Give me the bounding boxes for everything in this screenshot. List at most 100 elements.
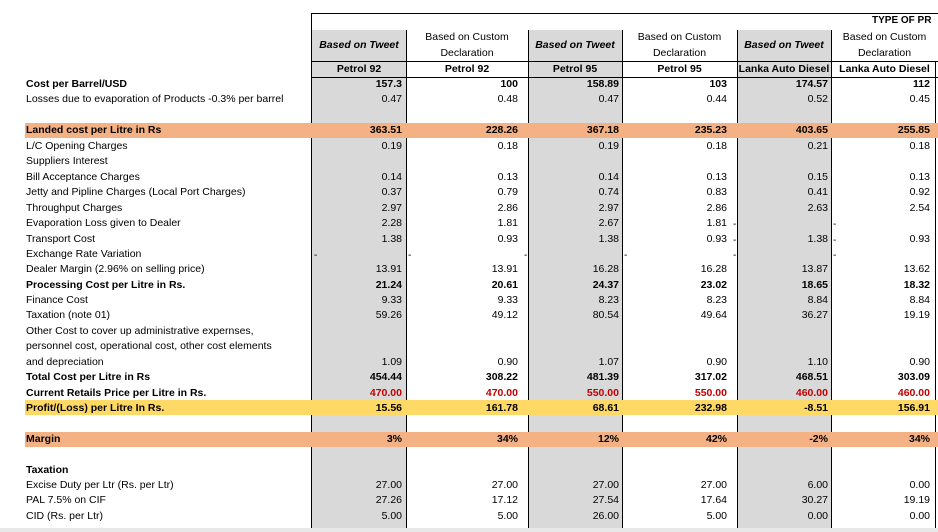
empty-cell-dash: - [408,250,412,261]
row-value: 460.00 [897,387,930,399]
row-value: 174.57 [795,78,828,90]
row-value: 0.90 [497,356,518,368]
row-value: 2.54 [909,202,930,214]
row-value: 550.00 [694,387,727,399]
row-value: 1.09 [381,356,402,368]
row-value: 308.22 [485,371,518,383]
row-value: 0.90 [909,356,930,368]
row-value: 16.28 [700,263,727,275]
row-label: Current Retails Price per Litre in Rs. [26,387,207,399]
row-label: CID (Rs. per Ltr) [26,510,104,522]
row-value: 59.26 [375,309,402,321]
row-value: 156.91 [897,402,930,414]
column-border [528,30,529,528]
row-value: 5.00 [497,510,518,522]
row-value: 0.44 [706,93,727,105]
column-border [311,13,312,528]
row-value: 2.28 [381,217,402,229]
row-value: 68.61 [592,402,619,414]
row-value: 19.19 [903,309,930,321]
row-value: 1.38 [807,233,828,245]
row-value: 6.00 [807,479,828,491]
column-header-product: Petrol 95 [657,63,702,75]
row-value: 0.90 [706,356,727,368]
row-value: 158.89 [586,78,619,90]
row-label: Jetty and Pipline Charges (Local Port Ch… [26,186,246,198]
row-value: 16.28 [592,263,619,275]
row-value: 49.12 [491,309,518,321]
row-label: Taxation (note 01) [26,309,111,321]
row-value: 2.86 [706,202,727,214]
row-value: 255.85 [897,124,930,136]
row-value: -8.51 [804,402,828,414]
empty-cell-dash: - [733,219,737,230]
row-value: 27.00 [375,479,402,491]
row-value: 30.27 [801,494,828,506]
row-label: Losses due to evaporation of Products -0… [26,93,284,105]
row-value: 0.83 [706,186,727,198]
row-value: 9.33 [381,294,402,306]
row-value: 3% [386,433,402,445]
column-border [622,30,623,528]
row-value: 454.44 [369,371,402,383]
row-value: 8.84 [909,294,930,306]
column-header-basis: Based on Custom Declaration [425,31,509,59]
row-label: Cost per Barrel/USD [26,78,127,90]
row-value: 0.48 [497,93,518,105]
row-value: 0.21 [807,140,828,152]
row-value: 0.41 [807,186,828,198]
row-value: 17.12 [491,494,518,506]
row-value: 1.81 [497,217,518,229]
row-value: 468.51 [795,371,828,383]
row-value: 27.26 [375,494,402,506]
row-label: Finance Cost [26,294,88,306]
row-value: 1.81 [706,217,727,229]
row-value: 0.92 [909,186,930,198]
row-value: 460.00 [795,387,828,399]
row-value: 27.00 [700,479,727,491]
row-label: Excise Duty per Ltr (Rs. per Ltr) [26,479,174,491]
row-value: 0.19 [598,140,619,152]
column-header-product: Petrol 92 [336,63,382,75]
row-value: 481.39 [586,371,619,383]
profit-band [25,400,938,415]
row-value: 21.24 [375,279,402,291]
row-value: 2.63 [807,202,828,214]
row-value: 0.15 [807,171,828,183]
row-value: 9.33 [497,294,518,306]
row-value: 1.10 [807,356,828,368]
empty-cell-dash: - [624,250,628,261]
row-label: Evaporation Loss given to Dealer [26,217,181,229]
row-value: 161.78 [485,402,518,414]
row-value: 0.18 [706,140,727,152]
scroll-edge [0,528,938,532]
row-value: 0.18 [909,140,930,152]
row-value: 363.51 [369,124,402,136]
row-value: 228.26 [485,124,518,136]
row-value: 12% [597,433,619,445]
row-label: Exchange Rate Variation [26,248,142,260]
column-header-basis: Based on Tweet [319,39,399,51]
row-value: 0.37 [381,186,402,198]
row-value: 42% [705,433,727,445]
row-value: 8.23 [706,294,727,306]
row-value: 2.86 [497,202,518,214]
header-bottom-border [311,77,938,78]
column-header-product: Lanka Auto Diesel [839,63,930,75]
row-value: 13.91 [491,263,518,275]
row-value: 0.79 [497,186,518,198]
empty-cell-dash: - [833,235,837,246]
row-label: Profit/(Loss) per Litre In Rs. [26,402,165,414]
row-value: 2.97 [381,202,402,214]
row-value: 0.93 [909,233,930,245]
row-value: 8.23 [598,294,619,306]
row-value: 0.47 [381,93,402,105]
row-value: 24.37 [592,279,619,291]
row-value: 15.56 [375,402,402,414]
row-value: 1.38 [598,233,619,245]
header-top-border [311,13,938,14]
row-label: Throughput Charges [26,202,123,214]
row-value: 157.3 [375,78,402,90]
row-value: 550.00 [586,387,619,399]
row-value: 2.97 [598,202,619,214]
